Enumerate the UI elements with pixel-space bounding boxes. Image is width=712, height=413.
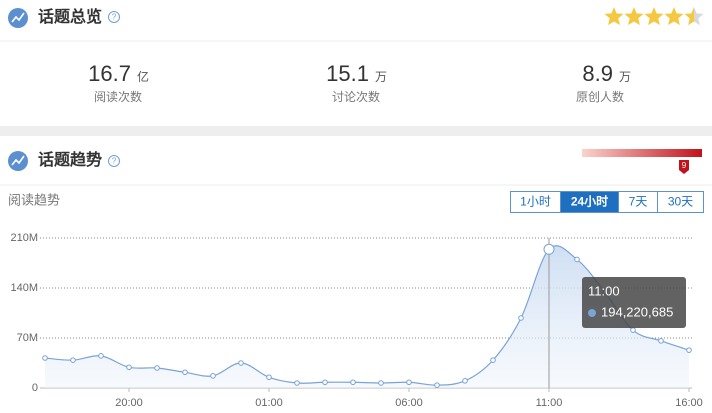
tooltip [582,277,686,328]
point [574,256,580,263]
y-tick-label: 70M [17,332,38,344]
point [154,365,160,371]
point [462,378,468,384]
point [238,360,244,366]
point [406,379,412,386]
point [294,380,300,386]
point [322,379,328,386]
svg-text:?: ? [112,157,117,166]
stat-unit: 万 [375,70,387,84]
area [45,245,689,388]
point [518,315,524,321]
stat-unit: 亿 [137,69,149,84]
stat-value: 16.7 [88,61,131,86]
range-buttons: 1小时 24小时 7天 30天 [510,191,704,213]
range-label[interactable]: 30天 [668,195,693,209]
point [543,243,555,255]
point [126,364,132,371]
star [604,7,624,26]
point [658,338,664,344]
heat-pin [679,160,689,174]
range-button[interactable] [657,191,704,213]
point [210,373,216,379]
x-tick-label: 16:00 [675,397,703,409]
point [266,374,272,381]
rating-stars [604,7,704,26]
heat-bar [582,149,702,157]
tooltip-title: 11:00 [588,283,620,298]
stat-label: 原创人数 [576,89,624,104]
range-label[interactable]: 24小时 [571,194,608,209]
section-title: 话题趋势 [38,150,102,169]
help-icon[interactable]: ? [108,11,120,23]
x-tick-label: 11:00 [536,397,563,409]
x-tick-label: 20:00 [115,397,143,409]
star [624,7,644,26]
chart-subtitle: 阅读趋势 [8,192,60,207]
x-tick-label: 01:00 [255,397,283,409]
star [684,7,704,26]
tooltip-value: 194,220,685 [601,304,673,319]
point [98,353,104,359]
stat-label: 阅读次数 [94,89,142,104]
icon [8,151,28,171]
help-icon[interactable]: ? [108,155,120,167]
range-label[interactable]: 1小时 [520,195,551,209]
point [490,357,496,363]
heat-value: 9 [682,161,687,170]
point [42,355,48,361]
point [378,380,384,386]
point [350,379,356,386]
star [664,7,684,26]
icon [8,8,28,28]
point [630,327,636,333]
tooltip-dot [588,309,596,317]
point [686,347,692,353]
range-label[interactable]: 7天 [629,195,648,209]
point [70,357,76,363]
stat-unit: 万 [619,70,631,84]
y-tick-label: 140M [10,282,38,294]
stat-label: 讨论次数 [332,89,380,104]
stat-value: 15.1 [326,61,369,86]
x-tick-label: 06:00 [395,397,423,409]
section-gap [0,126,712,136]
svg-text:?: ? [112,13,117,22]
point [434,382,440,388]
star [644,7,664,26]
y-tick-label: 210M [10,232,38,244]
section-title: 话题总览 [38,7,102,26]
stat-value: 8.9 [582,61,613,86]
heat-marker: 9 [679,160,689,174]
chart: 0 70M 140M 210M 20:00 01:00 06:00 11:00 16:00 11:… [10,232,702,409]
y-tick-label: 0 [32,382,38,394]
point [182,369,188,376]
